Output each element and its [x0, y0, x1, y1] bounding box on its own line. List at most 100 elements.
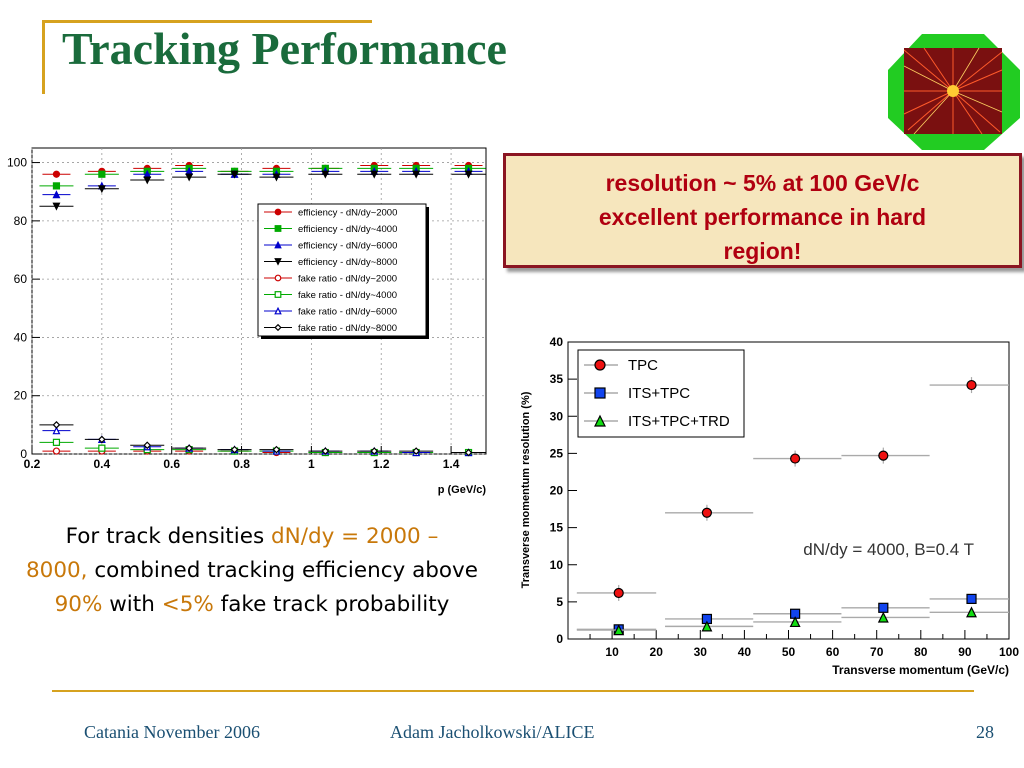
footer-divider: [52, 690, 974, 692]
left-data-point: [272, 445, 281, 454]
left-xtick-label: 1.2: [373, 457, 390, 471]
left-data-point: [52, 202, 61, 211]
footer-date: Catania November 2006: [84, 722, 260, 742]
left-data-point: [143, 176, 152, 185]
left-ytick-label: 80: [14, 214, 28, 228]
right-data-point: [701, 507, 713, 518]
left-legend-label: efficiency - dN/dy~4000: [298, 224, 397, 235]
desc-density-range: dN/dy = 2000 –: [270, 524, 439, 549]
left-legend-label: fake ratio - dN/dy~8000: [298, 323, 397, 334]
left-data-point: [230, 445, 239, 454]
title-accent-bar: [42, 20, 45, 94]
right-xlabel: Transverse momentum (GeV/c): [832, 663, 1009, 677]
left-legend-label: efficiency - dN/dy~6000: [298, 241, 397, 252]
left-data-point: [412, 447, 421, 455]
right-data-point: [790, 453, 801, 464]
left-ytick-label: 100: [7, 156, 27, 170]
left-data-point: [272, 173, 281, 182]
right-ytick-label: 40: [550, 335, 564, 349]
left-data-point: [185, 444, 194, 453]
left-ytick-label: 20: [14, 389, 28, 403]
right-data-point: [878, 450, 889, 461]
right-data-point: [966, 379, 977, 391]
momentum-resolution-chart: 10 20 30 40 50 60 70 80 90 100 0 5 10 15 20 25 30 35 40 Tra…: [520, 335, 1019, 677]
desc-density-range-end: 8000,: [25, 558, 88, 583]
right-ytick-label: 20: [550, 484, 564, 498]
desc-efficiency-value: 90%: [54, 592, 103, 617]
desc-text-4: fake track probability: [213, 592, 450, 617]
right-data-point: [789, 616, 801, 628]
left-legend: [257, 203, 427, 337]
slide-number: 28: [976, 722, 994, 742]
right-ytick-label: 15: [550, 521, 564, 535]
desc-fake-value: <5%: [161, 592, 214, 617]
left-data-point: [52, 421, 61, 429]
right-series: [576, 377, 1009, 601]
right-data-point: [877, 611, 889, 623]
right-ytick-label: 10: [550, 558, 564, 572]
right-annotation: dN/dy = 4000, B=0.4 T: [803, 540, 974, 559]
right-xtick-label: 50: [782, 645, 796, 659]
left-data-point: [52, 438, 61, 446]
left-data-point: [98, 444, 106, 452]
desc-text-2: combined tracking efficiency above: [87, 558, 479, 583]
left-data-point: [370, 170, 379, 179]
right-ytick-label: 35: [550, 372, 564, 386]
right-ytick-label: 30: [550, 409, 564, 423]
right-ylabel: Transverse momentum resolution (%): [520, 391, 532, 588]
left-ytick-label: 0: [20, 447, 27, 461]
left-legend-marker: [274, 240, 282, 249]
left-data-point: [143, 441, 152, 450]
left-legend-label: efficiency - dN/dy~2000: [298, 208, 397, 219]
left-data-point: [321, 447, 330, 455]
left-data-point: [52, 182, 61, 190]
left-legend-label: fake ratio - dN/dy~4000: [298, 290, 397, 301]
left-ytick-label: 60: [14, 272, 28, 286]
right-legend-marker: [594, 414, 606, 427]
left-xlabel: p (GeV/c): [438, 484, 487, 496]
left-data-point: [321, 170, 330, 179]
right-legend-label: TPC: [628, 357, 658, 374]
left-data-point: [464, 448, 473, 457]
callout-line-2: excellent performance in hard: [598, 204, 927, 230]
right-xtick-label: 10: [605, 645, 619, 659]
left-legend-label: fake ratio - dN/dy~2000: [298, 274, 397, 285]
left-legend-marker: [274, 306, 282, 315]
left-xtick-label: 0.4: [94, 457, 111, 471]
resolution-callout: resolution ~ 5% at 100 GeV/c excellent p…: [503, 153, 1022, 268]
left-data-point: [52, 190, 61, 199]
right-data-point: [613, 624, 625, 636]
left-data-point: [52, 426, 61, 435]
right-data-point: [701, 620, 713, 632]
left-legend-label: efficiency - dN/dy~8000: [298, 257, 397, 268]
left-xtick-label: 1.4: [443, 457, 460, 471]
tracking-description: For track densities dN/dy = 2000 –8000, …: [4, 520, 500, 622]
right-ytick-label: 25: [550, 446, 564, 460]
right-legend-label: ITS+TPC: [628, 385, 690, 402]
left-legend-marker: [274, 291, 282, 298]
left-xtick-label: 0.6: [163, 457, 180, 471]
slide-title: Tracking Performance: [62, 23, 507, 74]
right-legend-marker: [594, 387, 606, 399]
left-legend-marker: [274, 323, 282, 332]
left-series: [39, 421, 486, 457]
right-xtick-label: 90: [958, 645, 972, 659]
alice-event-logo: [888, 34, 1020, 150]
callout-line-1: resolution ~ 5% at 100 GeV/c: [605, 170, 920, 196]
right-xtick-label: 100: [999, 645, 1019, 659]
left-data-point: [412, 170, 421, 179]
left-data-point: [98, 170, 106, 178]
left-legend-marker: [274, 258, 282, 266]
left-legend-marker: [274, 208, 282, 216]
left-data-point: [370, 447, 379, 455]
right-data-point: [966, 593, 977, 605]
right-xtick-label: 70: [870, 645, 884, 659]
desc-text-1: For track densities: [65, 524, 271, 549]
left-legend-marker: [274, 274, 282, 282]
left-xtick-label: 0.2: [24, 457, 41, 471]
right-xtick-label: 40: [738, 645, 752, 659]
right-data-point: [613, 587, 624, 599]
left-xtick-label: 1: [308, 457, 315, 471]
right-xtick-label: 60: [826, 645, 840, 659]
footer-author: Adam Jacholkowski/ALICE: [390, 722, 595, 742]
